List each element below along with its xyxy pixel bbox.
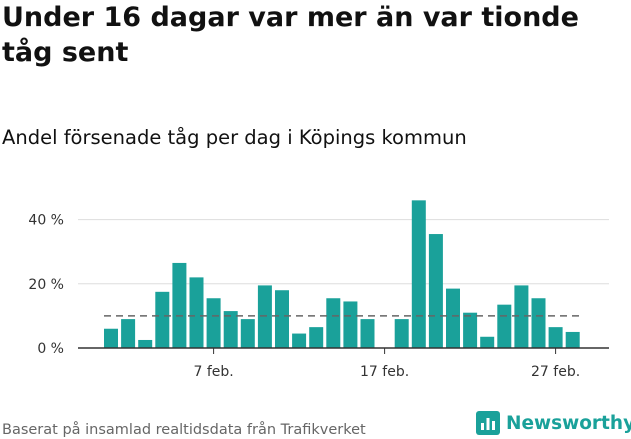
bar — [223, 311, 238, 348]
bar — [189, 277, 204, 348]
bar — [446, 288, 460, 348]
source-footer: Baserat på insamlad realtidsdata från Tr… — [2, 422, 366, 438]
chart-title: Under 16 dagar var mer än var tionde tåg… — [2, 2, 579, 68]
bar — [206, 298, 221, 348]
bar — [360, 319, 375, 348]
bar — [309, 327, 324, 348]
bar — [121, 319, 136, 348]
brand-name: Newsworthy — [506, 412, 631, 434]
bar — [240, 319, 255, 348]
bar — [326, 298, 341, 348]
x-tick-label: 17 feb. — [360, 364, 409, 380]
bar — [548, 327, 563, 348]
bar — [531, 298, 546, 348]
bar — [172, 262, 187, 348]
bar — [104, 328, 118, 348]
chart-bars-icon — [476, 411, 500, 435]
bar — [565, 331, 580, 348]
bar — [138, 339, 153, 348]
y-tick-label: 40 % — [28, 213, 64, 229]
bar — [155, 291, 170, 348]
y-tick-label: 0 % — [37, 341, 64, 357]
x-tick-label: 7 feb. — [193, 364, 233, 380]
bar — [343, 301, 358, 348]
y-tick-label: 20 % — [28, 277, 64, 293]
bar — [411, 200, 426, 348]
bar — [275, 290, 289, 348]
bar — [428, 234, 443, 348]
chart-subtitle: Andel försenade tåg per dag i Köpings ko… — [2, 126, 467, 149]
bar — [497, 304, 512, 348]
bar-chart: 0 % 20 % 40 % 7 feb. 17 feb. 27 feb. — [28, 200, 609, 380]
x-tick-label: 27 feb. — [531, 364, 580, 380]
bar — [463, 312, 478, 348]
bar — [292, 333, 307, 348]
brand-logo: Newsworthy — [476, 408, 631, 438]
bar — [257, 285, 272, 348]
bar — [394, 319, 409, 348]
bar — [480, 336, 495, 348]
bar — [514, 285, 529, 348]
